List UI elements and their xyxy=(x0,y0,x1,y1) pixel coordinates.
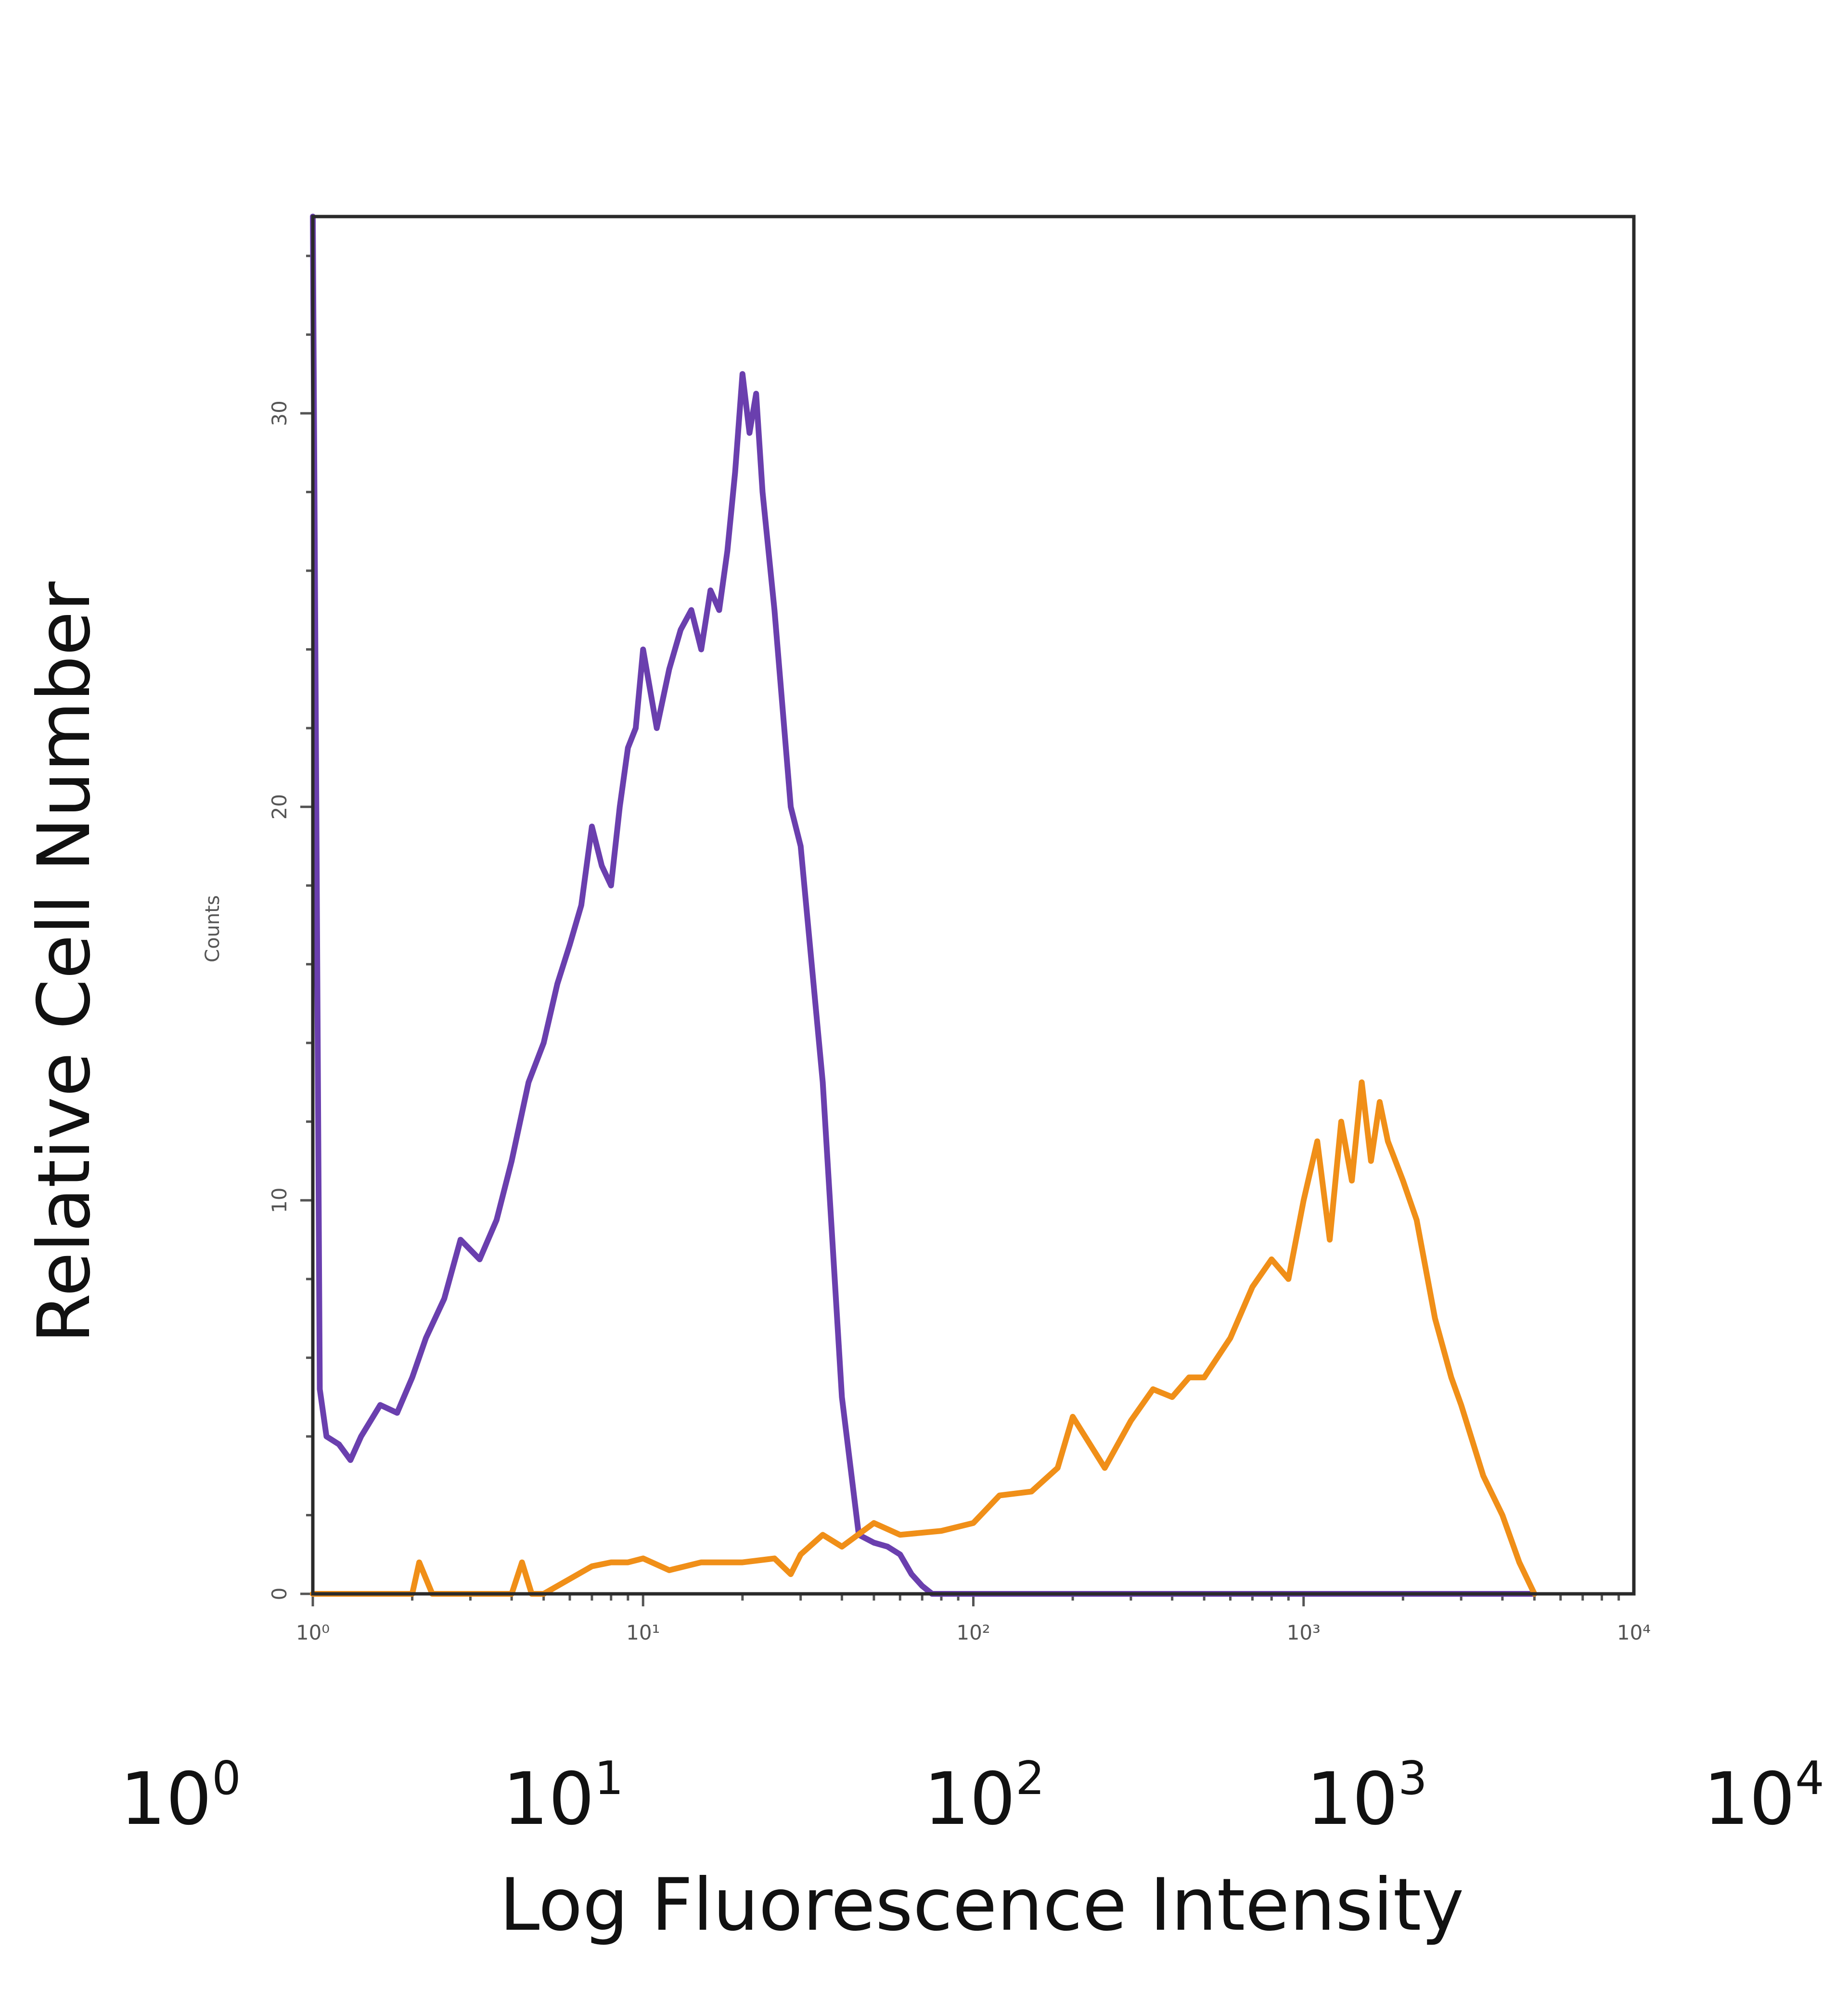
y-tick-label: 0 xyxy=(268,1588,291,1601)
inner-x-tick-label: 10⁰ xyxy=(296,1621,330,1644)
inner-axis-ticks xyxy=(300,255,1620,1606)
x-tick-label: 100 xyxy=(120,1752,241,1841)
counts-axis-label: Counts xyxy=(202,895,224,962)
x-axis-title: Log Fluorescence Intensity xyxy=(500,1863,1464,1947)
inner-x-tick-label: 10² xyxy=(956,1621,990,1644)
plot-frame xyxy=(311,215,1636,1596)
x-tick-label: 101 xyxy=(502,1752,623,1841)
y-tick-label: 30 xyxy=(268,400,291,426)
histogram-series-1 xyxy=(310,214,1538,1597)
histogram-series-2 xyxy=(310,1079,1538,1597)
inner-x-tick-label: 10⁴ xyxy=(1617,1621,1651,1644)
x-tick-labels: 100 101 102 103 104 xyxy=(120,1752,1824,1841)
inner-axis-labels: 0 10 20 30 10⁰ 10¹ 10² 10³ 10⁴ xyxy=(268,400,1651,1644)
y-axis-title: Relative Cell Number xyxy=(23,581,106,1344)
x-tick-label: 103 xyxy=(1306,1752,1427,1841)
y-tick-label: 20 xyxy=(268,794,291,820)
x-tick-label: 104 xyxy=(1703,1752,1824,1841)
x-tick-label: 102 xyxy=(924,1752,1044,1841)
inner-x-tick-label: 10¹ xyxy=(626,1621,660,1644)
inner-x-tick-label: 10³ xyxy=(1287,1621,1321,1644)
series-layer xyxy=(310,214,1538,1597)
y-tick-label: 10 xyxy=(268,1188,291,1213)
